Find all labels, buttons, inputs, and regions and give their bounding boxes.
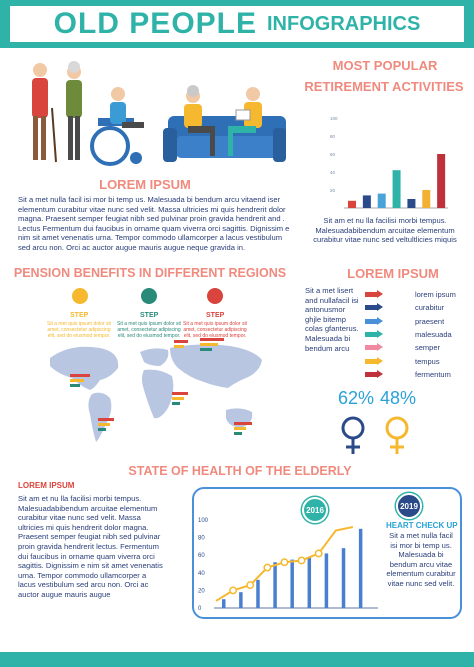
male-percentage: 62%: [338, 388, 375, 408]
retire-tick-label: 100: [330, 116, 338, 121]
health-heading: STATE OF HEALTH OF THE ELDERLY: [128, 464, 352, 478]
arrow-icon: [365, 369, 383, 378]
health-tick-label: 20: [198, 588, 205, 594]
legend-item: curabitur: [365, 303, 444, 312]
health-line-chart: 100 80 60 40 20 0: [198, 518, 378, 612]
retire-bar: [422, 190, 431, 208]
step-2-label: STEP: [140, 312, 159, 319]
elderly-people-illustration: [32, 61, 286, 166]
health-bar: [273, 562, 277, 608]
health-point: [263, 563, 272, 572]
legend-item: lorem ipsum: [365, 290, 456, 299]
step-3-dot: [207, 288, 223, 304]
legend-label: semper: [415, 343, 441, 353]
retire-bar: [392, 170, 401, 208]
arrow-icon: [365, 303, 383, 312]
footer-bar: [0, 652, 474, 667]
legend-label: malesuada: [415, 329, 452, 339]
legend-item: malesuada: [365, 329, 452, 339]
map-chart-2: [98, 418, 114, 431]
header-title-box: OLD PEOPLE INFOGRAPHICS: [10, 6, 464, 42]
page-subtitle: INFOGRAPHICS: [267, 12, 421, 35]
health-chart-frame: [192, 487, 462, 619]
retirement-bar-chart: 100 80 60 40 20: [330, 116, 448, 209]
retire-tick-label: 60: [330, 152, 336, 157]
health-point: [229, 586, 238, 595]
retirement-heading-line1: MOST POPULAR: [332, 58, 438, 73]
map-chart-1: [70, 374, 90, 387]
retirement-heading-line2: RETIREMENT ACTIVITIES: [304, 79, 464, 94]
retire-bar: [348, 200, 356, 208]
retire-tick-label: 80: [330, 134, 336, 139]
legend-item: praesent: [365, 316, 445, 326]
health-tick-label: 80: [198, 536, 205, 542]
step-1-dot: [72, 288, 88, 304]
arrow-icon: [365, 356, 383, 365]
step-1-label: STEP: [70, 312, 89, 319]
legend-label: fermentum: [415, 369, 451, 379]
arrow-icon: [365, 343, 383, 352]
health-point: [246, 581, 255, 590]
pension-heading: PENSION BENEFITS IN DIFFERENT REGIONS: [13, 266, 287, 280]
health-bar: [341, 548, 346, 608]
world-map: [50, 338, 262, 442]
health-tick-label: 100: [198, 518, 209, 524]
health-point: [314, 549, 323, 558]
health-bar: [358, 528, 363, 608]
health-bar: [222, 599, 226, 608]
retire-bar: [362, 195, 371, 208]
map-chart-3: [174, 340, 188, 348]
checkup-paragraph: Sit a met nulla facil isi mor bi temp us…: [386, 531, 456, 588]
health-tick-label: 40: [198, 571, 205, 577]
arrow-icon: [365, 329, 383, 338]
legend-label: curabitur: [415, 303, 445, 313]
health-left-paragraph: Sit am et nu lla facilisi morbi tempus. …: [18, 494, 163, 599]
legend-label: praesent: [415, 316, 445, 326]
legend-item: tempus: [365, 356, 440, 366]
retire-tick-label: 20: [330, 188, 336, 193]
retire-bar: [407, 199, 416, 208]
health-left-heading: LOREM IPSUM: [18, 481, 75, 490]
year-badge-2016: 2016: [302, 497, 328, 523]
health-bar: [290, 559, 294, 608]
lorem-right-heading: LOREM IPSUM: [347, 266, 439, 281]
step-2-dot: [141, 288, 157, 304]
arrow-icon: [365, 290, 383, 298]
legend-label: tempus: [415, 356, 440, 366]
female-percentage: 48%: [380, 388, 417, 408]
legend-item: fermentum: [365, 369, 451, 379]
header-banner: OLD PEOPLE INFOGRAPHICS: [0, 0, 474, 48]
health-tick-label: 0: [198, 606, 202, 612]
female-icon: [385, 416, 409, 454]
lorem-right-paragraph: Sit a met lisert and nullafacil isi anto…: [305, 286, 359, 353]
retire-bar: [437, 154, 446, 208]
year-badge-2019: 2019: [396, 493, 422, 519]
step-3-text: Sit a met quis ipsum dolor sit amet, con…: [183, 321, 247, 339]
intro-heading: LOREM IPSUM: [99, 177, 191, 192]
intro-paragraph: Sit a met nulla facil isi mor bi temp us…: [18, 195, 290, 252]
health-tick-label: 60: [198, 553, 205, 559]
health-bar: [324, 553, 329, 608]
step-3-label: STEP: [206, 312, 225, 319]
legend-item: semper: [365, 343, 440, 352]
step-2-text: Sit a met quis ipsum dolor sit amet, con…: [117, 321, 181, 339]
retire-tick-label: 40: [330, 170, 336, 175]
checkup-title: HEART CHECK UP: [386, 521, 458, 530]
health-point: [280, 558, 289, 567]
map-chart-6: [234, 422, 252, 435]
retire-bar: [377, 193, 386, 208]
retirement-paragraph: Sit am et nu lla facilisi morbi tempus. …: [313, 216, 457, 245]
health-bar: [256, 579, 260, 608]
legend-label: lorem ipsum: [415, 290, 456, 299]
map-chart-4: [200, 338, 224, 351]
map-chart-5: [172, 392, 188, 405]
male-icon: [341, 416, 365, 454]
health-point: [297, 556, 306, 565]
health-bar: [307, 556, 312, 608]
arrow-icon: [365, 316, 383, 325]
step-1-text: Sit a met quis ipsum dolor sit amet, con…: [47, 321, 111, 339]
health-bar: [239, 592, 243, 608]
page-title: OLD PEOPLE: [53, 7, 257, 40]
